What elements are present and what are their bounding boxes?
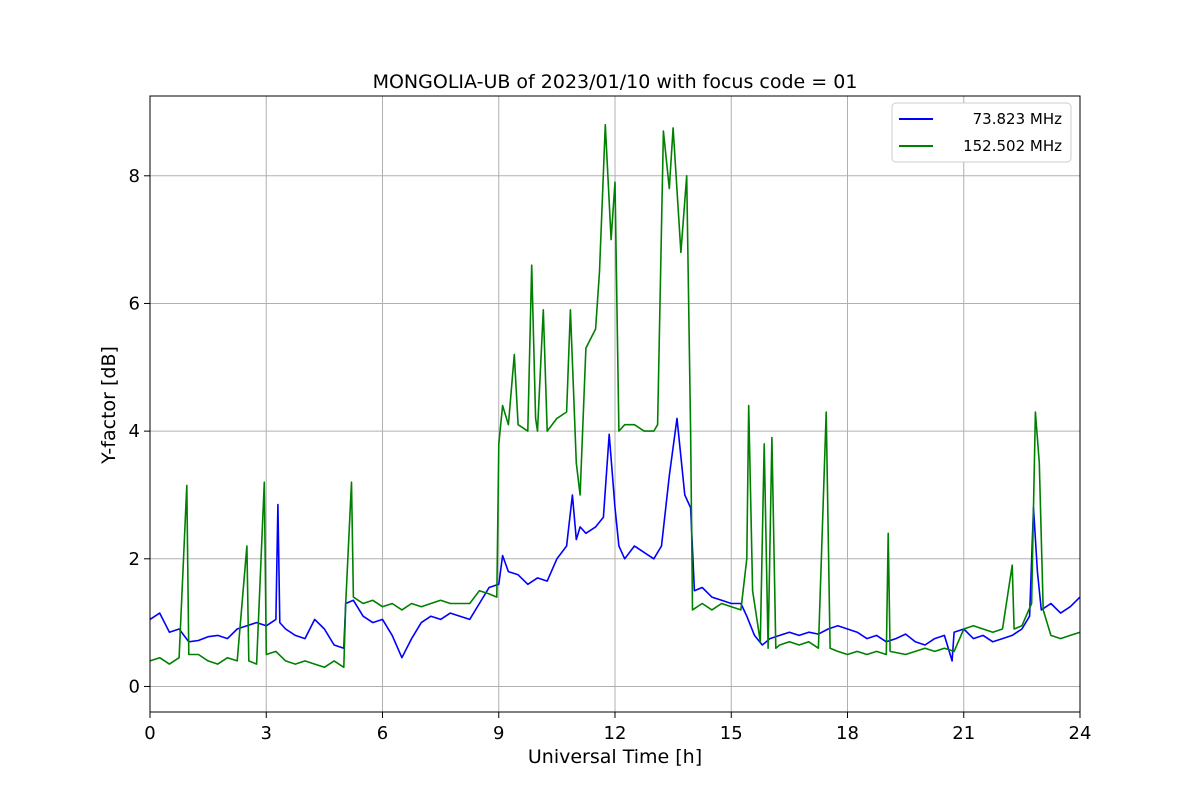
x-axis-ticks: 0 3 6 9 12 15 18 21 24 bbox=[144, 712, 1091, 744]
x-tick-label: 12 bbox=[604, 723, 627, 744]
y-axis-label: Y-factor [dB] bbox=[98, 346, 120, 465]
x-axis-label: Universal Time [h] bbox=[528, 746, 702, 768]
x-tick-label: 0 bbox=[144, 723, 155, 744]
y-tick-label: 4 bbox=[129, 421, 140, 442]
x-tick-label: 3 bbox=[261, 723, 272, 744]
x-tick-label: 6 bbox=[377, 723, 388, 744]
series-line bbox=[149, 123, 1081, 669]
legend: 73.823 MHz 152.502 MHz bbox=[891, 102, 1072, 163]
legend-entry: 152.502 MHz bbox=[963, 137, 1062, 155]
legend-entry: 73.823 MHz bbox=[973, 110, 1062, 128]
x-tick-label: 24 bbox=[1069, 723, 1092, 744]
legend-box bbox=[891, 102, 1072, 163]
series-line bbox=[149, 417, 1081, 662]
y-tick-label: 6 bbox=[129, 293, 140, 314]
y-tick-label: 8 bbox=[129, 166, 140, 187]
y-axis-ticks: 0 2 4 6 8 bbox=[129, 166, 150, 697]
y-tick-label: 0 bbox=[129, 676, 140, 697]
x-tick-label: 15 bbox=[720, 723, 743, 744]
x-tick-label: 9 bbox=[493, 723, 504, 744]
plot-series bbox=[149, 123, 1081, 669]
x-tick-label: 21 bbox=[952, 723, 975, 744]
y-tick-label: 2 bbox=[129, 549, 140, 570]
x-tick-label: 18 bbox=[836, 723, 859, 744]
chart-title: MONGOLIA-UB of 2023/01/10 with focus cod… bbox=[373, 71, 858, 93]
